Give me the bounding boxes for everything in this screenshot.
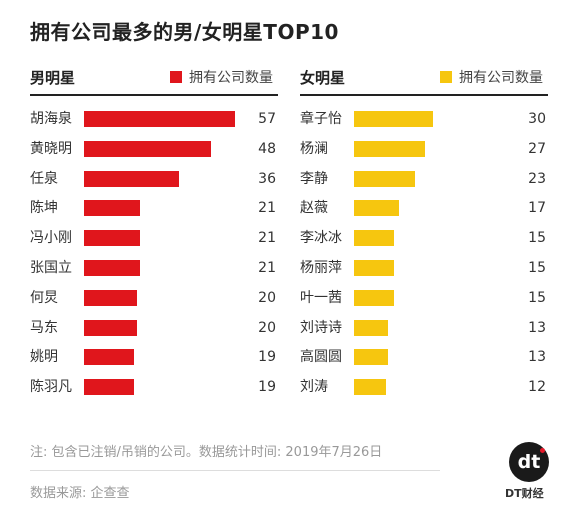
female-category-label: 章子怡 xyxy=(300,111,342,127)
female-bar xyxy=(354,230,394,247)
female-value-label: 13 xyxy=(528,349,546,366)
female-category-label: 杨丽萍 xyxy=(300,260,342,276)
male-bar xyxy=(84,319,137,336)
female-value-label: 12 xyxy=(528,379,546,396)
male-bar xyxy=(84,379,135,396)
female-value-label: 13 xyxy=(528,319,546,336)
male-category-label: 陈羽凡 xyxy=(30,379,72,396)
female-value-label: 23 xyxy=(528,170,546,187)
male-bar xyxy=(84,230,140,247)
female-category-label: 叶一茜 xyxy=(300,289,342,306)
male-category-label: 黄晓明 xyxy=(30,140,72,157)
female-panel-header: 女明星 xyxy=(300,66,345,88)
male-legend: 拥有公司数量 xyxy=(170,66,273,88)
female-bar xyxy=(354,200,399,217)
male-value-label: 19 xyxy=(258,379,276,396)
female-legend-label: 拥有公司数量 xyxy=(459,70,543,86)
male-value-label: 21 xyxy=(258,200,276,217)
male-category-label: 陈坤 xyxy=(30,200,58,217)
female-bar xyxy=(354,289,394,306)
male-divider xyxy=(30,94,278,96)
male-bar xyxy=(84,349,135,366)
male-bar xyxy=(84,170,180,187)
male-bar xyxy=(84,111,235,127)
male-value-label: 57 xyxy=(258,111,276,127)
female-value-label: 17 xyxy=(528,200,546,217)
male-bar xyxy=(84,260,140,276)
footer-divider xyxy=(30,470,440,471)
female-bar xyxy=(354,170,415,187)
male-category-label: 张国立 xyxy=(30,260,72,276)
male-value-label: 36 xyxy=(258,170,276,187)
female-divider xyxy=(300,94,548,96)
female-category-label: 刘涛 xyxy=(300,379,328,396)
male-category-label: 姚明 xyxy=(30,349,58,366)
male-category-label: 冯小刚 xyxy=(30,230,72,247)
male-bar xyxy=(84,140,212,157)
male-value-label: 48 xyxy=(258,140,276,157)
male-value-label: 19 xyxy=(258,349,276,366)
male-bar xyxy=(84,200,140,217)
female-category-label: 李静 xyxy=(300,170,328,187)
female-bar xyxy=(354,111,433,127)
male-category-label: 任泉 xyxy=(30,170,58,187)
male-value-label: 20 xyxy=(258,289,276,306)
female-legend-swatch xyxy=(440,71,452,83)
male-panel-title: 男明星 xyxy=(30,68,76,87)
male-legend-label: 拥有公司数量 xyxy=(189,70,273,86)
male-legend-swatch xyxy=(170,71,182,83)
female-bar xyxy=(354,140,426,157)
female-bar xyxy=(354,319,389,336)
female-category-label: 高圆圆 xyxy=(300,349,342,366)
dt-logo-dot xyxy=(540,448,545,453)
female-category-label: 刘诗诗 xyxy=(300,319,342,336)
female-value-label: 27 xyxy=(528,140,546,157)
female-legend: 拥有公司数量 xyxy=(440,66,543,88)
female-bar xyxy=(354,349,389,366)
female-category-label: 赵薇 xyxy=(300,200,328,217)
male-category-label: 胡海泉 xyxy=(30,111,72,127)
male-value-label: 21 xyxy=(258,260,276,276)
female-value-label: 15 xyxy=(528,289,546,306)
male-category-label: 马东 xyxy=(30,319,58,336)
female-bar xyxy=(354,379,386,396)
male-category-label: 何炅 xyxy=(30,289,58,306)
female-value-label: 15 xyxy=(528,230,546,247)
male-value-label: 20 xyxy=(258,319,276,336)
female-category-label: 杨澜 xyxy=(300,140,328,157)
chart-title: 拥有公司最多的男/女明星TOP10 xyxy=(30,20,339,44)
footer-source: 数据来源: 企查查 xyxy=(30,486,130,501)
footer-note: 注: 包含已注销/吊销的公司。数据统计时间: 2019年7月26日 xyxy=(30,445,383,460)
female-value-label: 30 xyxy=(528,111,546,127)
brand-name: DT财经 xyxy=(505,487,544,500)
female-value-label: 15 xyxy=(528,260,546,276)
female-bar xyxy=(354,260,394,276)
male-panel-header: 男明星 xyxy=(30,66,75,88)
male-value-label: 21 xyxy=(258,230,276,247)
female-panel-title: 女明星 xyxy=(300,68,346,87)
female-category-label: 李冰冰 xyxy=(300,230,342,247)
male-bar xyxy=(84,289,137,306)
